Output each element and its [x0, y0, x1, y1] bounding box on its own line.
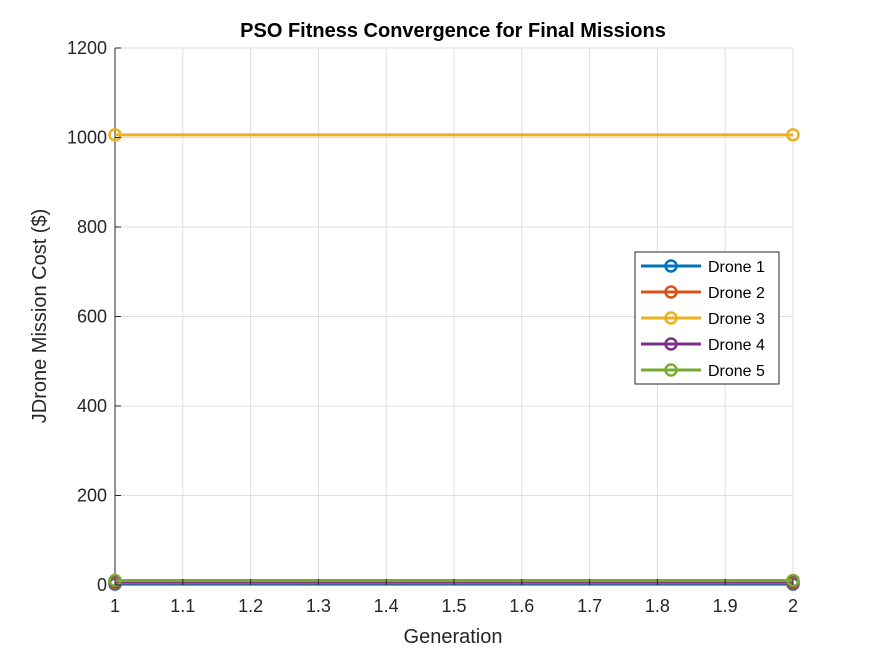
x-tick-label: 2: [788, 596, 798, 616]
x-tick-label: 1.5: [441, 596, 466, 616]
legend-label-drone-1: Drone 1: [708, 259, 765, 276]
x-tick-label: 1.9: [713, 596, 738, 616]
x-tick-label: 1.7: [577, 596, 602, 616]
legend-marker-drone-5: [664, 363, 678, 377]
legend: Drone 1 Drone 2 Drone 3 Drone 4 Drone 5: [634, 251, 780, 385]
y-tick-label: 400: [77, 396, 107, 416]
legend-label-drone-4: Drone 4: [708, 337, 765, 354]
x-tick-label: 1.4: [374, 596, 399, 616]
x-axis-label: Generation: [404, 626, 503, 648]
y-tick-label: 1200: [67, 38, 107, 58]
chart-title: PSO Fitness Convergence for Final Missio…: [240, 20, 666, 42]
y-tick-label: 1000: [67, 128, 107, 148]
series-point-drone-5: [786, 573, 800, 588]
legend-label-drone-3: Drone 3: [708, 311, 765, 328]
y-axis-label: JDrone Mission Cost ($): [29, 209, 51, 424]
x-tick-label: 1: [110, 596, 120, 616]
x-tick-label: 1.8: [645, 596, 670, 616]
y-tick-label: 600: [77, 307, 107, 327]
series-point-drone-3: [786, 128, 800, 142]
x-tick-label: 1.3: [306, 596, 331, 616]
x-tick-label: 1.2: [238, 596, 263, 616]
ticks-layer: 1 1.1 1.2 1.3 1.4 1.5 1.6 1.7 1.8 1.9 2 0 200 400 600 8…: [67, 38, 798, 616]
legend-label-drone-2: Drone 2: [708, 285, 765, 302]
legend-marker-drone-1: [664, 259, 678, 273]
y-tick-label: 200: [77, 486, 107, 506]
legend-marker-drone-4: [664, 337, 678, 351]
y-tick-label: 0: [97, 575, 107, 595]
legend-marker-drone-2: [664, 285, 678, 299]
series-point-drone-3: [108, 128, 122, 142]
legend-marker-drone-3: [664, 311, 678, 325]
x-tick-label: 1.1: [170, 596, 195, 616]
y-tick-label: 800: [77, 217, 107, 237]
grid-layer: [115, 47, 794, 585]
series-point-drone-5: [108, 573, 122, 588]
legend-label-drone-5: Drone 5: [708, 363, 765, 380]
x-tick-label: 1.6: [509, 596, 534, 616]
